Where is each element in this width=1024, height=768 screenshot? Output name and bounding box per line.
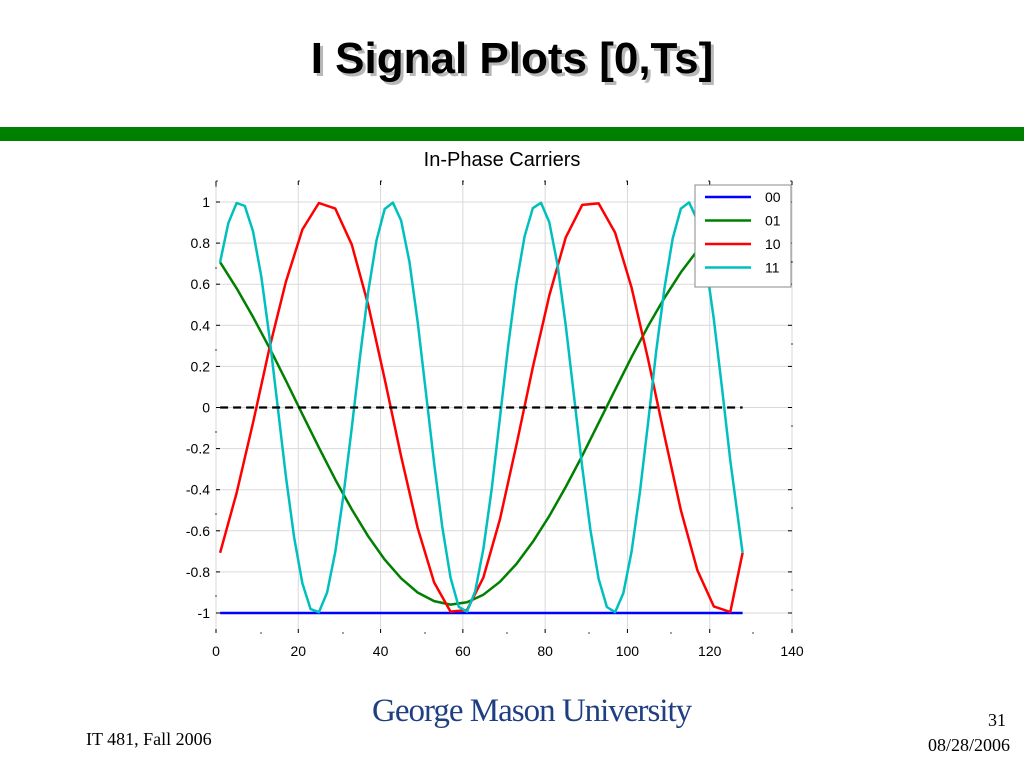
series-layer — [218, 201, 744, 615]
x-tick-label: 60 — [455, 643, 471, 659]
y-tick-label: 1 — [202, 194, 210, 210]
chart-title: In-Phase Carriers — [424, 149, 581, 171]
course-label: IT 481, Fall 2006 — [86, 729, 212, 749]
y-tick-label: 0 — [202, 400, 210, 416]
legend-label-10: 10 — [765, 236, 781, 252]
x-tick-label: 20 — [290, 643, 306, 659]
legend-label-01: 01 — [765, 213, 781, 229]
x-tick-label: 40 — [373, 643, 389, 659]
legend-label-11: 11 — [765, 260, 780, 276]
y-tick-label: 0.4 — [191, 317, 211, 333]
legend-label-00: 00 — [765, 189, 781, 205]
title-divider-bar — [0, 127, 1024, 141]
series-line-01 — [219, 212, 744, 606]
slide-title: I Signal Plots [0,Ts] — [310, 34, 714, 83]
tick-layer: 0 20 40 60 80 100 120 140 1 0.8 0.6 0.4 0.2 0 -0.2 -0.4… — [186, 181, 804, 659]
x-tick-label: 0 — [212, 643, 220, 659]
x-tick-label: 80 — [537, 643, 553, 659]
y-tick-label: 0.6 — [191, 276, 211, 292]
x-tick-label: 100 — [616, 643, 640, 659]
y-tick-label: -0.6 — [186, 523, 210, 539]
y-tick-label: -0.4 — [186, 482, 210, 498]
y-tick-label: -0.8 — [186, 564, 210, 580]
y-tick-label: -0.2 — [186, 441, 210, 457]
page-number: 31 — [988, 710, 1006, 730]
university-logo: George Mason University — [372, 693, 692, 729]
series-line-11 — [218, 201, 744, 614]
series-line-10 — [218, 201, 744, 614]
legend: 00 01 10 11 — [694, 184, 792, 288]
y-tick-label: 0.8 — [191, 235, 211, 251]
slide-date: 08/28/2006 — [927, 735, 1010, 755]
x-tick-label: 140 — [780, 643, 804, 659]
legend-box — [694, 184, 792, 288]
y-tick-label: 0.2 — [191, 358, 211, 374]
y-tick-label: -1 — [198, 605, 211, 621]
x-tick-label: 120 — [698, 643, 722, 659]
